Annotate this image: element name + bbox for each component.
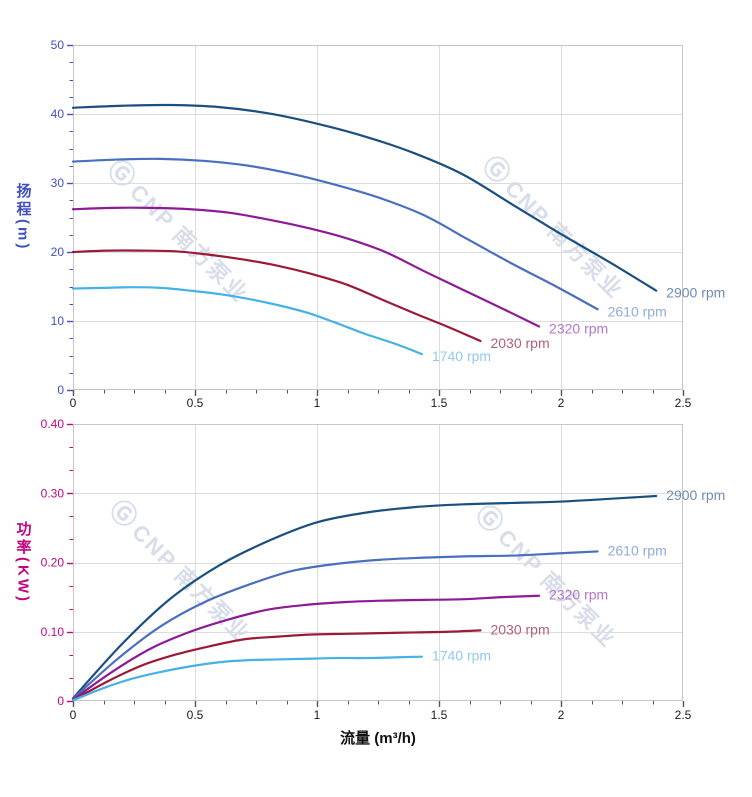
x-tick-label: 0 xyxy=(70,396,77,410)
plot-border xyxy=(73,45,683,390)
y-tick-label: 20 xyxy=(51,245,65,259)
y-tick-label: 0 xyxy=(57,694,64,708)
y-tick-label: 0.10 xyxy=(41,625,65,639)
curve-head-2610 xyxy=(71,157,599,311)
x-tick-label: 0.5 xyxy=(187,396,204,410)
curve-label-power-2900: 2900 rpm xyxy=(666,487,725,503)
flow-axis-title: 流量 (m³/h) xyxy=(340,730,416,747)
curve-head-2320 xyxy=(71,206,541,328)
y-tick-label: 0 xyxy=(57,383,64,397)
curve-head-1740 xyxy=(71,286,424,356)
y-tick-label: 30 xyxy=(51,176,65,190)
curve-head-2900 xyxy=(71,103,658,292)
curve-head-2030 xyxy=(71,249,482,343)
curve-label-head-2900: 2900 rpm xyxy=(666,285,725,301)
curve-label-head-2320: 2320 rpm xyxy=(549,321,608,337)
curve-label-power-2610: 2610 rpm xyxy=(608,542,667,558)
curve-power-2610 xyxy=(71,550,599,701)
curve-power-2320 xyxy=(71,594,541,701)
x-tick-label: 2.5 xyxy=(675,708,692,722)
curve-power-2030 xyxy=(71,629,482,702)
curve-label-head-2030: 2030 rpm xyxy=(490,335,549,351)
plot-border xyxy=(73,424,683,701)
x-tick-label: 1.5 xyxy=(431,708,448,722)
y-tick-label: 0.30 xyxy=(41,486,65,500)
curve-label-power-2320: 2320 rpm xyxy=(549,587,608,603)
curve-label-head-1740: 1740 rpm xyxy=(432,348,491,364)
head-axis-title: 扬程(m) xyxy=(14,183,32,252)
curve-label-power-2030: 2030 rpm xyxy=(490,621,549,637)
x-tick-label: 2 xyxy=(558,708,565,722)
y-tick-label: 0.40 xyxy=(41,417,65,431)
x-tick-label: 1.5 xyxy=(431,396,448,410)
x-tick-label: 1 xyxy=(314,708,321,722)
y-tick-label: 10 xyxy=(51,314,65,328)
y-tick-label: 40 xyxy=(51,107,65,121)
curve-power-1740 xyxy=(71,655,424,702)
curve-label-power-1740: 1740 rpm xyxy=(432,648,491,664)
x-tick-label: 0.5 xyxy=(187,708,204,722)
x-tick-label: 2.5 xyxy=(675,396,692,410)
power-axis-title: 功率(KW) xyxy=(14,521,32,604)
x-tick-label: 2 xyxy=(558,396,565,410)
x-tick-label: 0 xyxy=(70,708,77,722)
curve-label-head-2610: 2610 rpm xyxy=(608,303,667,319)
y-tick-label: 50 xyxy=(51,38,65,52)
x-tick-label: 1 xyxy=(314,396,321,410)
curve-power-2900 xyxy=(71,494,658,700)
y-tick-label: 0.20 xyxy=(41,556,65,570)
